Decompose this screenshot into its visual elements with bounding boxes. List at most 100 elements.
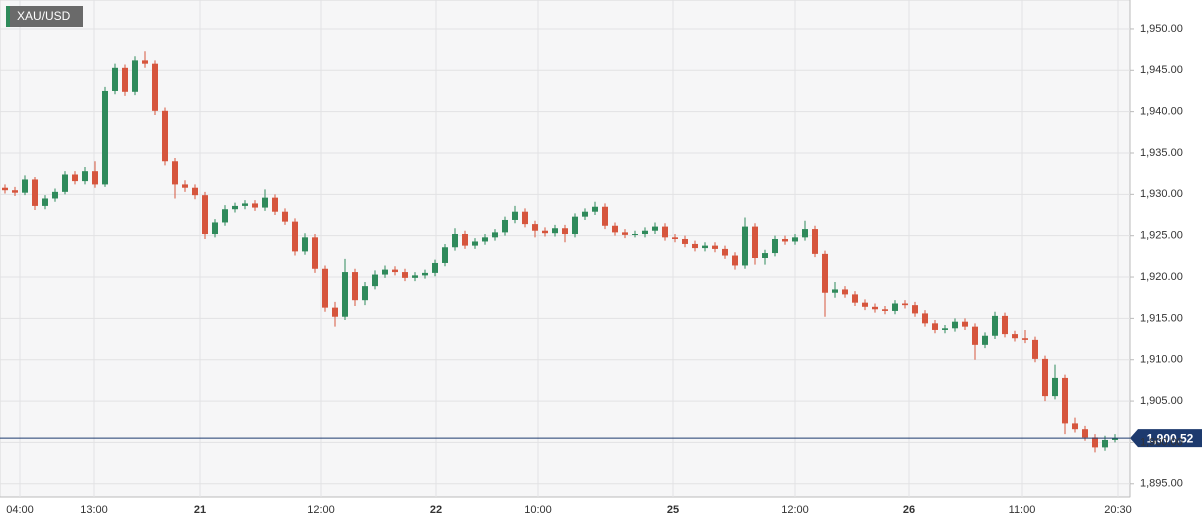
x-tick-label: 22: [430, 504, 442, 516]
candle-body: [2, 187, 8, 191]
candle-body: [902, 303, 908, 306]
candle-body: [812, 229, 818, 254]
candle-body: [612, 225, 618, 233]
candle-body: [312, 237, 318, 269]
candle-body: [762, 253, 768, 259]
candle-body: [1012, 334, 1018, 339]
candle-body: [792, 237, 798, 242]
candle-body: [512, 211, 518, 220]
y-tick-label: 1,910.00: [1140, 354, 1183, 366]
candle-body: [802, 229, 808, 238]
candle-body: [522, 211, 528, 225]
candle-body: [402, 272, 408, 278]
candle-body: [62, 174, 68, 192]
candle-body: [532, 224, 538, 231]
candle-body: [992, 315, 998, 336]
candle-body: [82, 171, 88, 182]
candle-body: [502, 219, 508, 233]
candle-body: [182, 184, 188, 188]
candle-body: [952, 321, 958, 329]
candle-body: [172, 161, 178, 185]
candle-body: [442, 247, 448, 263]
candle-body: [852, 294, 858, 303]
candle-body: [272, 197, 278, 212]
candle-body: [1102, 439, 1108, 448]
candle-body: [422, 272, 428, 276]
candle-body: [492, 232, 498, 238]
candle-body: [322, 268, 328, 308]
candle-body: [22, 179, 28, 193]
y-tick-label: 1,920.00: [1140, 271, 1183, 283]
candle-body: [822, 253, 828, 293]
candle-body: [662, 226, 668, 238]
candle-body: [732, 255, 738, 266]
y-tick-label: 1,950.00: [1140, 23, 1183, 35]
candle-body: [1062, 377, 1068, 424]
x-tick-label: 11:00: [1009, 504, 1036, 516]
candle-body: [72, 174, 78, 182]
candle-body: [32, 179, 38, 206]
candle-body: [712, 245, 718, 249]
candle-body: [892, 303, 898, 311]
candle-body: [972, 326, 978, 345]
candle-body: [1042, 358, 1048, 397]
y-tick-label: 1,895.00: [1140, 478, 1183, 490]
candle-body: [552, 228, 558, 234]
y-tick-label: 1,925.00: [1140, 230, 1183, 242]
candle-body: [672, 237, 678, 239]
candle-body: [482, 237, 488, 242]
current-price-tag: [1130, 429, 1202, 448]
candle-body: [1092, 437, 1098, 448]
candle-body: [962, 321, 968, 327]
candle-body: [412, 275, 418, 278]
current-price-label: 1,900.52: [1147, 431, 1194, 445]
candle-body: [152, 63, 158, 111]
candle-body: [602, 206, 608, 226]
candle-body: [862, 302, 868, 307]
y-tick-label: 1,905.00: [1140, 395, 1183, 407]
candle-body: [92, 171, 98, 185]
candle-body: [302, 237, 308, 252]
candle-body: [1072, 423, 1078, 430]
candle-body: [52, 191, 58, 199]
x-tick-label: 04:00: [6, 504, 34, 516]
candle-body: [782, 238, 788, 242]
candle-body: [1022, 338, 1028, 340]
candle-body: [702, 245, 708, 249]
candle-body: [232, 205, 238, 210]
candle-body: [462, 234, 468, 246]
candle-body: [292, 221, 298, 252]
candle-body: [912, 305, 918, 314]
candle-body: [592, 206, 598, 212]
candle-body: [262, 197, 268, 208]
candles: [2, 51, 1118, 453]
candle-body: [472, 241, 478, 246]
chart-title: XAU/USD: [17, 9, 71, 23]
candle-body: [342, 272, 348, 317]
candle-body: [382, 269, 388, 275]
candle-body: [742, 226, 748, 266]
candle-body: [1112, 438, 1118, 440]
candle-body: [832, 289, 838, 293]
y-tick-label: 1,940.00: [1140, 106, 1183, 118]
x-tick-label: 10:00: [524, 504, 552, 516]
candle-body: [132, 60, 138, 92]
candle-body: [752, 226, 758, 259]
candle-body: [642, 230, 648, 235]
candle-body: [212, 222, 218, 235]
candle-body: [102, 90, 108, 185]
grid: [0, 0, 1130, 497]
candle-body: [572, 216, 578, 235]
candle-body: [982, 335, 988, 345]
candle-body: [432, 262, 438, 273]
x-tick-label: 21: [194, 504, 206, 516]
title-accent: [6, 6, 10, 27]
candle-body: [922, 313, 928, 324]
candle-body: [1032, 339, 1038, 359]
candle-body: [332, 307, 338, 317]
y-tick-label: 1,945.00: [1140, 64, 1183, 76]
x-tick-label: 26: [903, 504, 915, 516]
y-tick-label: 1,900.00: [1140, 436, 1183, 448]
overlay: 1,900.52: [0, 429, 1202, 448]
